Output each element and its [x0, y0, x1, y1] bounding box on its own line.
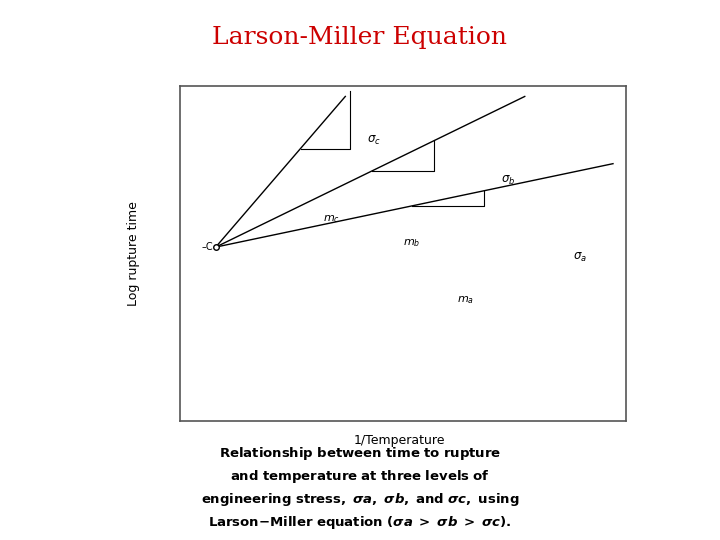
Text: $\bf{and\ temperature\ at\ three\ levels\ of}$: $\bf{and\ temperature\ at\ three\ levels…	[230, 468, 490, 485]
Text: $\bf{Relationship\ between\ time\ to\ rupture}$: $\bf{Relationship\ between\ time\ to\ ru…	[219, 446, 501, 462]
Text: $\bf{engineering\ stress,\ }$$\bfit{\sigma a}$$\bf{,\ }$$\bfit{\sigma b}$$\bf{,\: $\bf{engineering\ stress,\ }$$\bfit{\sig…	[201, 491, 519, 508]
Text: $\sigma_a$: $\sigma_a$	[573, 251, 587, 264]
Text: Larson-Miller Equation: Larson-Miller Equation	[212, 26, 508, 49]
Text: 1/Temperature: 1/Temperature	[354, 434, 446, 447]
Text: $m_a$: $m_a$	[456, 294, 474, 306]
Text: Log rupture time: Log rupture time	[127, 201, 140, 306]
Text: $m_b$: $m_b$	[403, 237, 420, 249]
Text: $\sigma_c$: $\sigma_c$	[367, 133, 382, 147]
Text: $\bf{Larson}$$\bf{-Miller\ equation\ (}$$\bfit{\sigma a}$$\bf{\ >\ }$$\bfit{\sig: $\bf{Larson}$$\bf{-Miller\ equation\ (}$…	[208, 514, 512, 530]
Text: –C: –C	[202, 242, 213, 252]
Text: $\sigma_b$: $\sigma_b$	[501, 174, 516, 187]
Text: $m_c$: $m_c$	[323, 214, 340, 225]
